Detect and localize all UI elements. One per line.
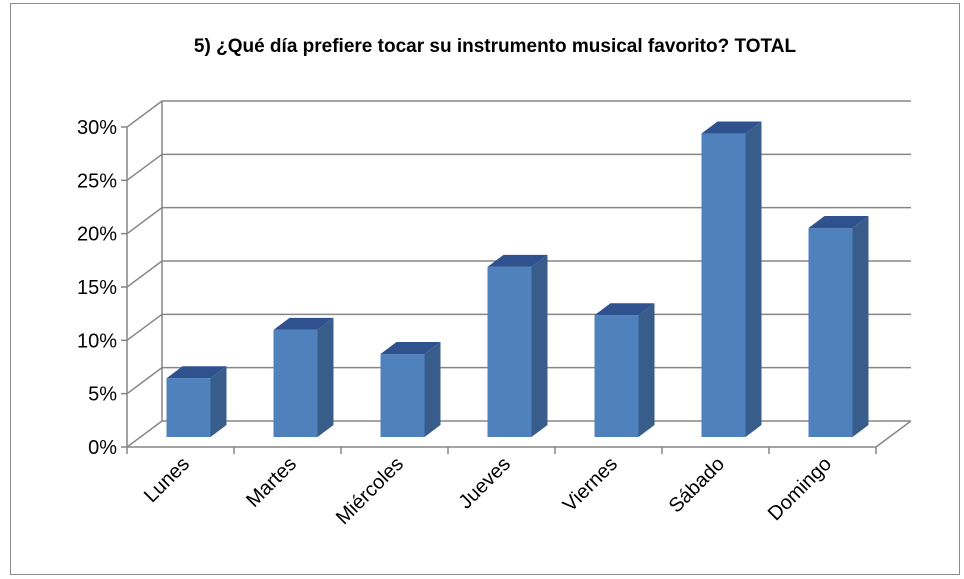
x-tick-label: Sábado: [665, 453, 729, 517]
y-tick-label: 10%: [77, 330, 117, 352]
y-tick-label: 5%: [88, 384, 117, 406]
bar-top: [701, 121, 762, 134]
chart-title: 5) ¿Qué día prefiere tocar su instrument…: [194, 36, 797, 57]
bar-front: [808, 228, 853, 437]
bar-top: [487, 254, 548, 267]
bar-side: [317, 317, 334, 437]
y-tick-label: 0%: [88, 437, 117, 459]
bar-front: [594, 315, 639, 437]
bars: [166, 121, 869, 438]
gridline: [126, 313, 911, 341]
bar-side: [638, 303, 655, 437]
x-tick-label: Jueves: [455, 453, 515, 513]
bar-front: [273, 329, 318, 437]
x-tick-label: Viernes: [559, 453, 622, 516]
y-tick-label: 15%: [77, 277, 117, 299]
bar-side: [745, 121, 762, 438]
bar-front: [487, 266, 532, 437]
gridline: [126, 366, 911, 395]
bar-front: [166, 378, 211, 437]
bar-top: [273, 317, 334, 330]
bar-top: [808, 216, 869, 229]
bar: [273, 317, 334, 437]
floor-right-edge: [875, 420, 912, 448]
x-tick-label: Miércoles: [332, 453, 408, 529]
bar: [701, 121, 762, 438]
x-tick-label: Lunes: [140, 453, 194, 507]
x-tick-label: Martes: [242, 453, 301, 512]
bar: [808, 216, 869, 437]
gridline: [126, 206, 911, 235]
chart-frame: [10, 3, 960, 575]
bar: [380, 342, 441, 437]
bar-front: [380, 354, 425, 437]
x-tick-label: Domingo: [764, 453, 836, 525]
gridline: [126, 420, 911, 448]
y-axis: 0% 5% 10% 15% 20% 25% 30%: [77, 117, 128, 459]
y-tick-label: 25%: [77, 170, 117, 192]
bar-side: [852, 216, 869, 437]
bar-top: [380, 342, 441, 355]
bar: [166, 366, 227, 437]
bar-side: [424, 342, 441, 437]
bar-side: [210, 366, 227, 437]
gridline: [126, 260, 911, 288]
bar: [487, 254, 548, 437]
y-tick-label: 30%: [77, 117, 117, 139]
gridline: [126, 153, 911, 181]
bar-top: [594, 303, 655, 316]
bar: [594, 303, 655, 437]
gridline: [126, 100, 911, 128]
bar-top: [166, 366, 227, 379]
x-axis: Lunes Martes Miércoles Jueves Viernes Sábado D…: [126, 447, 877, 529]
bar-front: [701, 133, 746, 438]
bar-side: [531, 254, 548, 437]
y-tick-label: 20%: [77, 224, 117, 246]
gridlines: [126, 100, 912, 448]
